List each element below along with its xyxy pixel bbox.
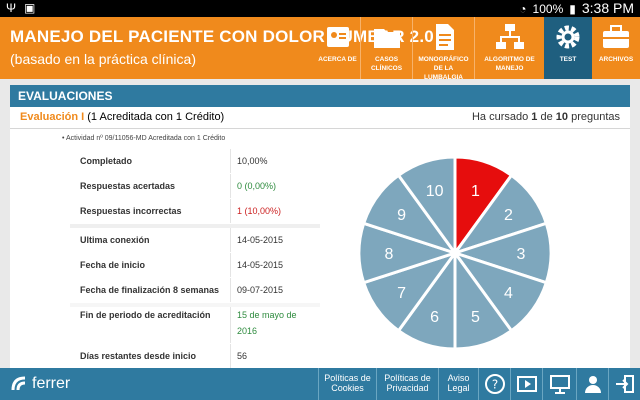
stat-row: Días restantes desde inicio 56 (70, 344, 320, 368)
question-label: 1 (471, 183, 480, 200)
stat-row: Fecha de inicio 14-05-2015 (70, 253, 320, 277)
evaluation-row: Evaluación I (1 Acreditada con 1 Crédito… (20, 111, 620, 127)
progress-prefix: Ha cursado (471, 111, 532, 123)
app-header: MANEJO DEL PACIENTE CON DOLOR LUMBAR 2.0… (0, 17, 640, 81)
question-label: 8 (385, 246, 394, 263)
gear-icon (556, 25, 580, 49)
stat-value: 09-07-2015 (230, 278, 320, 302)
stat-value: 56 (230, 344, 320, 368)
user-icon (584, 376, 601, 393)
battery-text: 100% (532, 2, 564, 16)
question-label: 3 (517, 246, 526, 263)
stat-value: 0 (0,00%) (230, 174, 320, 198)
question-label: 7 (397, 285, 406, 302)
legal-notice-link[interactable]: Aviso Legal (438, 368, 478, 400)
help-button[interactable]: ? (478, 368, 510, 400)
flowchart-icon (495, 24, 524, 49)
stat-label: Respuestas incorrectas (70, 199, 230, 223)
play-icon (516, 376, 537, 392)
question-label: 10 (426, 183, 444, 200)
progress-done: 1 (531, 111, 538, 123)
divider (10, 128, 630, 129)
stat-value: 1 (10,00%) (230, 199, 320, 223)
evaluation-name[interactable]: Evaluación I (20, 111, 85, 123)
privacy-policy-link[interactable]: Políticas de Privacidad (376, 368, 438, 400)
stat-row: Respuestas incorrectas 1 (10,00%) (70, 199, 320, 223)
nav-test[interactable]: TEST (544, 17, 592, 79)
stat-label: Días restantes desde inicio (70, 344, 230, 368)
usb-icon: Ψ (6, 1, 17, 15)
stat-row: Completado 10,00% (70, 149, 320, 173)
question-label: 4 (504, 285, 513, 302)
nav-label: ARCHIVOS (598, 56, 634, 63)
id-card-icon (326, 27, 349, 47)
stat-label: Fecha de finalización 8 semanas (70, 278, 230, 302)
clock: 3:38 PM (581, 0, 634, 16)
stat-row: Ultima conexión 14-05-2015 (70, 228, 320, 252)
wifi-icon: ◔ (519, 2, 527, 16)
ferrer-logo-icon (11, 376, 26, 391)
status-bar: Ψ ▣ ◔ 100% ▮ 3:38 PM (0, 0, 640, 17)
stat-label: Completado (70, 149, 230, 173)
nav-label: ACERCA DE (318, 56, 357, 63)
logout-button[interactable] (608, 368, 640, 400)
question-label: 2 (504, 207, 513, 224)
nav-label: ALGORITMO DE MANEJO (484, 56, 535, 72)
profile-button[interactable] (576, 368, 608, 400)
nav-monografico[interactable]: MONOGRÁFICO DE LA LUMBALGIA (412, 17, 474, 81)
question-slice-10[interactable] (396, 155, 457, 258)
stat-row: Respuestas acertadas 0 (0,00%) (70, 174, 320, 198)
progress-total: 10 (555, 111, 569, 123)
stats-table: Completado 10,00% Respuestas acertadas 0 (… (70, 149, 320, 369)
question-label: 5 (471, 309, 480, 326)
stat-row: Fecha de finalización 8 semanas 09-07-201… (70, 278, 320, 302)
stat-label: Fin de periodo de acreditación (70, 307, 230, 343)
stat-value: 14-05-2015 (230, 253, 320, 277)
image-icon: ▣ (24, 1, 36, 15)
nav-label: CASOS CLÍNICOS (370, 56, 403, 72)
briefcase-icon (603, 25, 629, 48)
logout-icon (615, 375, 634, 393)
panel-title: EVALUACIONES (10, 85, 630, 107)
stat-gap (70, 224, 320, 228)
nav-label: MONOGRÁFICO DE LA LUMBALGIA (418, 56, 469, 81)
progress-text: Ha cursado 1 de 10 preguntas (472, 111, 620, 123)
folder-icon (373, 29, 400, 48)
question-label: 6 (430, 309, 439, 326)
document-icon (435, 24, 454, 50)
presentation-icon (549, 375, 570, 394)
questions-pie: 1 2 3 4 5 6 7 8 9 10 (357, 155, 553, 351)
cookies-policy-link[interactable]: Políticas de Cookies (318, 368, 376, 400)
ferrer-logo: ferrer (10, 375, 70, 393)
question-label: 9 (397, 207, 406, 224)
evaluations-panel: EVALUACIONES Evaluación I (1 Acreditada … (10, 85, 630, 368)
svg-text:?: ? (491, 378, 497, 392)
activity-text: Actividad nº 09/11056-MD Acreditada con … (66, 135, 226, 142)
activity-note: • Actividad nº 09/11056-MD Acreditada co… (62, 135, 226, 142)
progress-suffix: preguntas (568, 111, 620, 123)
nav-casos-clinicos[interactable]: CASOS CLÍNICOS (360, 17, 412, 79)
stat-value: 10,00% (230, 149, 320, 173)
footer: ferrer Políticas de Cookies Políticas de… (0, 368, 640, 400)
nav-algoritmo[interactable]: ALGORITMO DE MANEJO (474, 17, 544, 79)
page-subtitle: (basado en la práctica clínica) (10, 51, 196, 67)
battery-icon: ▮ (569, 2, 576, 16)
stat-label: Fecha de inicio (70, 253, 230, 277)
evaluation-credit: (1 Acreditada con 1 Crédito) (84, 111, 225, 123)
nav-archivos[interactable]: ARCHIVOS (592, 17, 640, 79)
stat-value: 14-05-2015 (230, 228, 320, 252)
video-button[interactable] (510, 368, 542, 400)
brand-text: ferrer (32, 375, 71, 392)
nav-acerca-de[interactable]: ACERCA DE (315, 17, 360, 79)
stat-value: 15 de mayo de 2016 (230, 307, 320, 343)
progress-mid: de (537, 111, 556, 123)
stat-label: Ultima conexión (70, 228, 230, 252)
help-icon: ? (484, 374, 505, 394)
nav-label: TEST (559, 56, 577, 63)
stat-label: Respuestas acertadas (70, 174, 230, 198)
stat-row: Fin de periodo de acreditación 15 de mayo… (70, 303, 320, 343)
presentation-button[interactable] (542, 368, 576, 400)
